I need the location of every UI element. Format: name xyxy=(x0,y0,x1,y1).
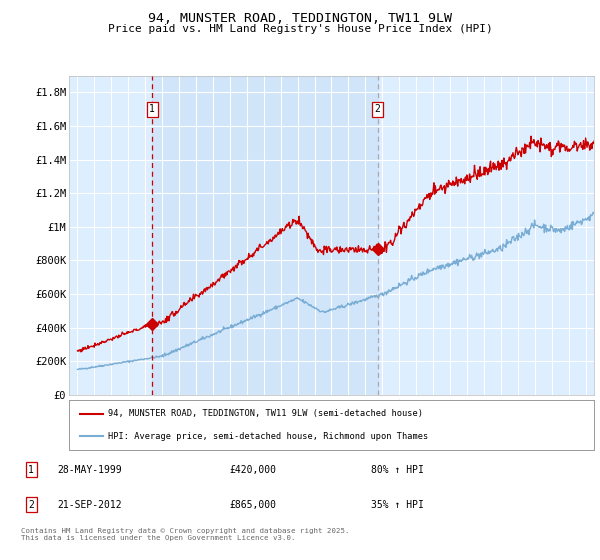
Text: 21-SEP-2012: 21-SEP-2012 xyxy=(58,500,122,510)
Text: 94, MUNSTER ROAD, TEDDINGTON, TW11 9LW (semi-detached house): 94, MUNSTER ROAD, TEDDINGTON, TW11 9LW (… xyxy=(109,409,424,418)
Text: £420,000: £420,000 xyxy=(230,465,277,475)
Text: Price paid vs. HM Land Registry's House Price Index (HPI): Price paid vs. HM Land Registry's House … xyxy=(107,24,493,34)
Bar xyxy=(152,76,378,395)
Text: 35% ↑ HPI: 35% ↑ HPI xyxy=(371,500,424,510)
Text: £865,000: £865,000 xyxy=(230,500,277,510)
Text: 94, MUNSTER ROAD, TEDDINGTON, TW11 9LW: 94, MUNSTER ROAD, TEDDINGTON, TW11 9LW xyxy=(148,12,452,25)
Text: 2: 2 xyxy=(375,104,380,114)
Text: 2: 2 xyxy=(28,500,34,510)
Text: 1: 1 xyxy=(149,104,155,114)
Text: HPI: Average price, semi-detached house, Richmond upon Thames: HPI: Average price, semi-detached house,… xyxy=(109,432,428,441)
Text: 80% ↑ HPI: 80% ↑ HPI xyxy=(371,465,424,475)
Text: Contains HM Land Registry data © Crown copyright and database right 2025.
This d: Contains HM Land Registry data © Crown c… xyxy=(21,528,349,540)
Text: 1: 1 xyxy=(28,465,34,475)
Text: 28-MAY-1999: 28-MAY-1999 xyxy=(58,465,122,475)
